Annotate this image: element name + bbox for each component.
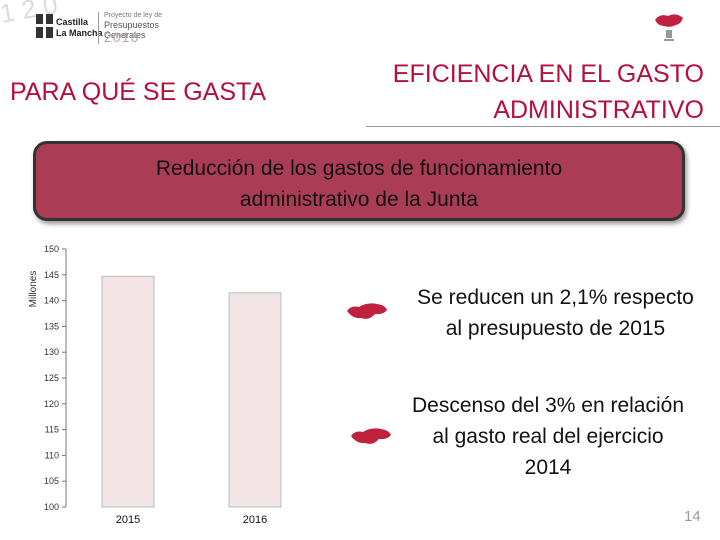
title-underline bbox=[366, 126, 720, 127]
x-tick-label: 2015 bbox=[116, 514, 140, 526]
slide-title-line-1: EFICIENCIA EN EL GASTO bbox=[392, 60, 704, 88]
banner-line-1: Reducción de los gastos de funcionamient… bbox=[155, 157, 563, 180]
logo-subtitle-1: Proyecto de ley de bbox=[104, 12, 162, 19]
brand-line-1: Castilla bbox=[56, 17, 89, 27]
brand-line-2: La Mancha bbox=[56, 28, 103, 38]
page-number: 14 bbox=[684, 508, 701, 525]
y-tick-label: 100 bbox=[44, 502, 59, 512]
x-tick-label: 2016 bbox=[243, 514, 267, 526]
callout-2-line-1: Descenso del 3% en relación bbox=[412, 394, 684, 417]
y-tick-label: 150 bbox=[44, 244, 59, 254]
y-tick-label: 105 bbox=[44, 476, 59, 486]
y-tick-label: 130 bbox=[44, 347, 59, 357]
callout-2-line-3: 2014 bbox=[524, 456, 572, 479]
region-shape-bullet-icon bbox=[351, 428, 391, 444]
bar-2016 bbox=[228, 292, 282, 508]
slide-title: EFICIENCIA EN EL GASTO ADMINISTRATIVO bbox=[393, 56, 704, 128]
y-tick-label: 110 bbox=[45, 450, 59, 460]
callout-1-line-2: al presupuesto de 2015 bbox=[445, 317, 666, 340]
bar-2015 bbox=[101, 275, 155, 508]
headline-banner: Reducción de los gastos de funcionamient… bbox=[33, 141, 685, 221]
callout-1-line-1: Se reducen un 2,1% respecto bbox=[417, 286, 694, 309]
castilla-la-mancha-shield-icon bbox=[36, 14, 53, 38]
banner-line-2: administrativo de la Junta bbox=[239, 188, 479, 211]
y-tick-label: 135 bbox=[44, 321, 59, 331]
section-title: PARA QUÉ SE GASTA bbox=[10, 78, 267, 106]
callout-2-line-2: al gasto real del ejercicio bbox=[432, 425, 664, 448]
y-axis-label: Millones bbox=[28, 271, 39, 308]
y-tick-label: 145 bbox=[44, 270, 59, 280]
expense-bar-chart: Millones 100 105 110 115 120 125 130 135 140 145 15… bbox=[28, 244, 282, 526]
y-tick-label: 120 bbox=[44, 399, 59, 409]
callout-decrease-2014: Descenso del 3% en relación al gasto rea… bbox=[388, 390, 708, 483]
slide-title-line-2: ADMINISTRATIVO bbox=[493, 96, 704, 124]
callout-reduction-2015: Se reducen un 2,1% respecto al presupues… bbox=[388, 282, 720, 344]
region-shape-bullet-icon bbox=[347, 303, 387, 319]
y-tick-label: 140 bbox=[44, 296, 59, 306]
y-tick-label: 125 bbox=[44, 373, 59, 383]
logo-year: 2016 bbox=[104, 29, 140, 45]
logo-divider bbox=[98, 12, 99, 44]
y-tick-label: 115 bbox=[45, 425, 59, 435]
header-logo: 1 2 0 Castilla La Mancha Proyecto de ley… bbox=[0, 0, 200, 52]
logo-subtitle-2: Presupuestos Generales bbox=[104, 20, 160, 40]
brand-name: Castilla La Mancha bbox=[56, 17, 103, 39]
region-emblem-icon bbox=[655, 14, 683, 41]
